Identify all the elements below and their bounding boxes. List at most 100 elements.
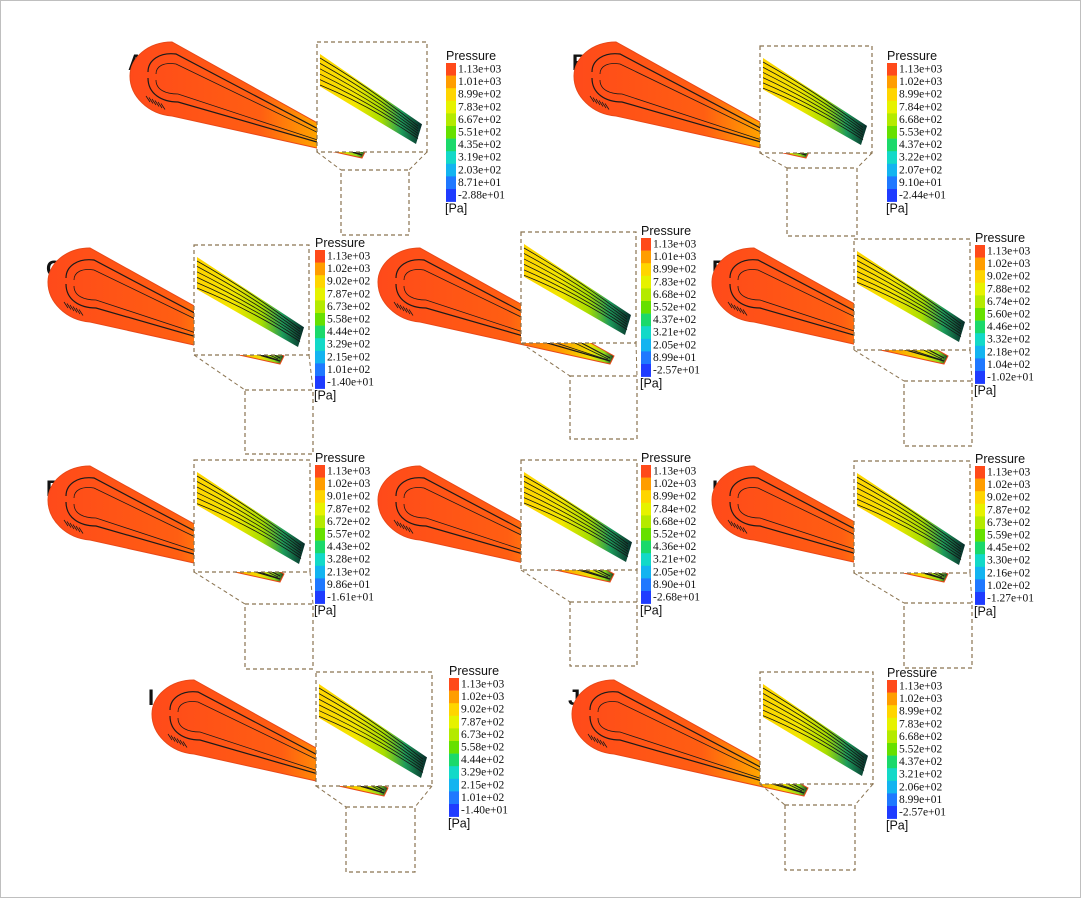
streamline bbox=[65, 283, 281, 362]
zoom-connector bbox=[759, 783, 786, 806]
streamline bbox=[403, 285, 609, 361]
legend-tick: 7.87e+02 bbox=[461, 716, 504, 728]
edge-mark bbox=[727, 519, 733, 527]
edge-mark bbox=[160, 103, 166, 110]
legend-swatch bbox=[641, 250, 651, 264]
legend-tick: 8.71e+01 bbox=[458, 177, 501, 189]
flow-body bbox=[129, 41, 367, 159]
inset-streamline bbox=[856, 281, 962, 337]
edge-mark bbox=[179, 739, 185, 747]
inset-streamline bbox=[856, 265, 962, 330]
edge-mark bbox=[69, 522, 75, 530]
streamline bbox=[599, 63, 805, 154]
legend-tick: -1.40e+01 bbox=[461, 805, 508, 817]
streamline bbox=[403, 503, 609, 579]
streamline bbox=[147, 77, 363, 156]
inset-streamline bbox=[319, 84, 419, 139]
legend-tick: -1.61e+01 bbox=[327, 592, 374, 604]
legend-swatch bbox=[887, 75, 897, 89]
edge-mark bbox=[75, 307, 81, 315]
legend-swatch bbox=[446, 189, 456, 202]
edge-mark bbox=[154, 100, 160, 107]
legend-swatch bbox=[315, 528, 325, 541]
legend-tick: 9.02e+02 bbox=[461, 704, 504, 716]
legend-unit: [Pa] bbox=[640, 377, 662, 391]
legend-swatch bbox=[975, 466, 985, 479]
legend-swatch bbox=[315, 502, 325, 516]
legend-tick: -2.57e+01 bbox=[653, 365, 700, 377]
legend-swatch bbox=[975, 478, 985, 492]
legend-swatch bbox=[315, 313, 325, 326]
legend-tick: 8.99e+01 bbox=[653, 352, 696, 364]
legend-tick: 6.73e+02 bbox=[327, 301, 370, 313]
inset-streamline bbox=[523, 258, 628, 323]
inset-streamline bbox=[196, 287, 301, 342]
inset-streamline bbox=[318, 715, 424, 773]
inset-streamline bbox=[856, 260, 962, 327]
inset-streamline bbox=[319, 73, 419, 134]
legend-swatch bbox=[315, 325, 325, 339]
legend-tick: 5.52e+02 bbox=[653, 302, 696, 314]
zoom-connector bbox=[969, 349, 973, 382]
legend-swatch bbox=[641, 301, 651, 314]
legend-tick: 6.72e+02 bbox=[327, 516, 370, 528]
inset-streamline bbox=[523, 502, 629, 557]
legend-swatch bbox=[449, 678, 459, 691]
legend-tick: 1.13e+03 bbox=[899, 64, 942, 76]
legend-swatch bbox=[315, 540, 325, 554]
edge-mark bbox=[733, 304, 739, 312]
zoom-box bbox=[244, 603, 314, 670]
legend-swatch bbox=[887, 189, 897, 202]
inset-streamline bbox=[856, 498, 962, 558]
edge-mark bbox=[595, 98, 601, 106]
legend-unit: [Pa] bbox=[886, 819, 908, 833]
edge-mark bbox=[393, 519, 399, 527]
legend-swatch bbox=[315, 363, 325, 377]
edge-mark bbox=[157, 101, 163, 109]
legend-tick: 2.07e+02 bbox=[899, 164, 942, 176]
panel-j: JPressure1.13e+031.02e+038.99e+027.83e+0… bbox=[568, 666, 946, 871]
legend-swatch bbox=[641, 351, 651, 365]
legend-swatch bbox=[975, 295, 985, 309]
legend-swatch bbox=[641, 313, 651, 327]
legend-swatch bbox=[315, 490, 325, 504]
legend-tick: -2.44e+01 bbox=[899, 190, 946, 202]
legend-swatch bbox=[641, 364, 651, 377]
legend-tick: 2.06e+02 bbox=[899, 781, 942, 793]
edge-mark bbox=[72, 306, 78, 313]
legend-tick: 1.13e+03 bbox=[461, 679, 504, 691]
legend-tick: 2.16e+02 bbox=[987, 567, 1030, 579]
streamline bbox=[729, 477, 945, 577]
streamline bbox=[155, 63, 361, 154]
zoom-box bbox=[786, 167, 858, 237]
legend-swatch bbox=[887, 680, 897, 693]
pressure-legend: Pressure1.13e+031.01e+038.99e+027.83e+02… bbox=[445, 49, 505, 216]
panel-b: BPressure1.13e+031.02e+038.99e+027.84e+0… bbox=[572, 41, 946, 237]
edge-mark bbox=[599, 739, 605, 747]
legend-tick: -1.40e+01 bbox=[327, 377, 374, 389]
legend-swatch bbox=[641, 477, 651, 491]
zoom-connector bbox=[520, 342, 571, 377]
legend-tick: 4.35e+02 bbox=[458, 139, 501, 151]
legend-tick: 6.73e+02 bbox=[987, 517, 1030, 529]
legend-tick: 6.67e+02 bbox=[458, 114, 501, 126]
legend-title: Pressure bbox=[446, 49, 496, 63]
edge-mark bbox=[399, 522, 405, 530]
legend-tick: 9.10e+01 bbox=[899, 177, 942, 189]
zoom-connector bbox=[520, 569, 571, 603]
legend-swatch bbox=[446, 75, 456, 89]
legend-swatch bbox=[975, 270, 985, 284]
legend-swatch bbox=[887, 730, 897, 744]
streamline bbox=[65, 477, 281, 577]
inset-streamline bbox=[318, 687, 424, 760]
streamline bbox=[597, 701, 803, 792]
inset-streamline bbox=[196, 492, 302, 554]
legend-tick: 7.84e+02 bbox=[653, 503, 696, 515]
legend-unit: [Pa] bbox=[448, 817, 470, 831]
legend-unit: [Pa] bbox=[886, 202, 908, 216]
legend-tick: 4.36e+02 bbox=[653, 541, 696, 553]
streamline bbox=[729, 501, 945, 580]
legend-swatch bbox=[975, 245, 985, 258]
zoom-box bbox=[569, 601, 638, 667]
legend-tick: 5.52e+02 bbox=[653, 529, 696, 541]
